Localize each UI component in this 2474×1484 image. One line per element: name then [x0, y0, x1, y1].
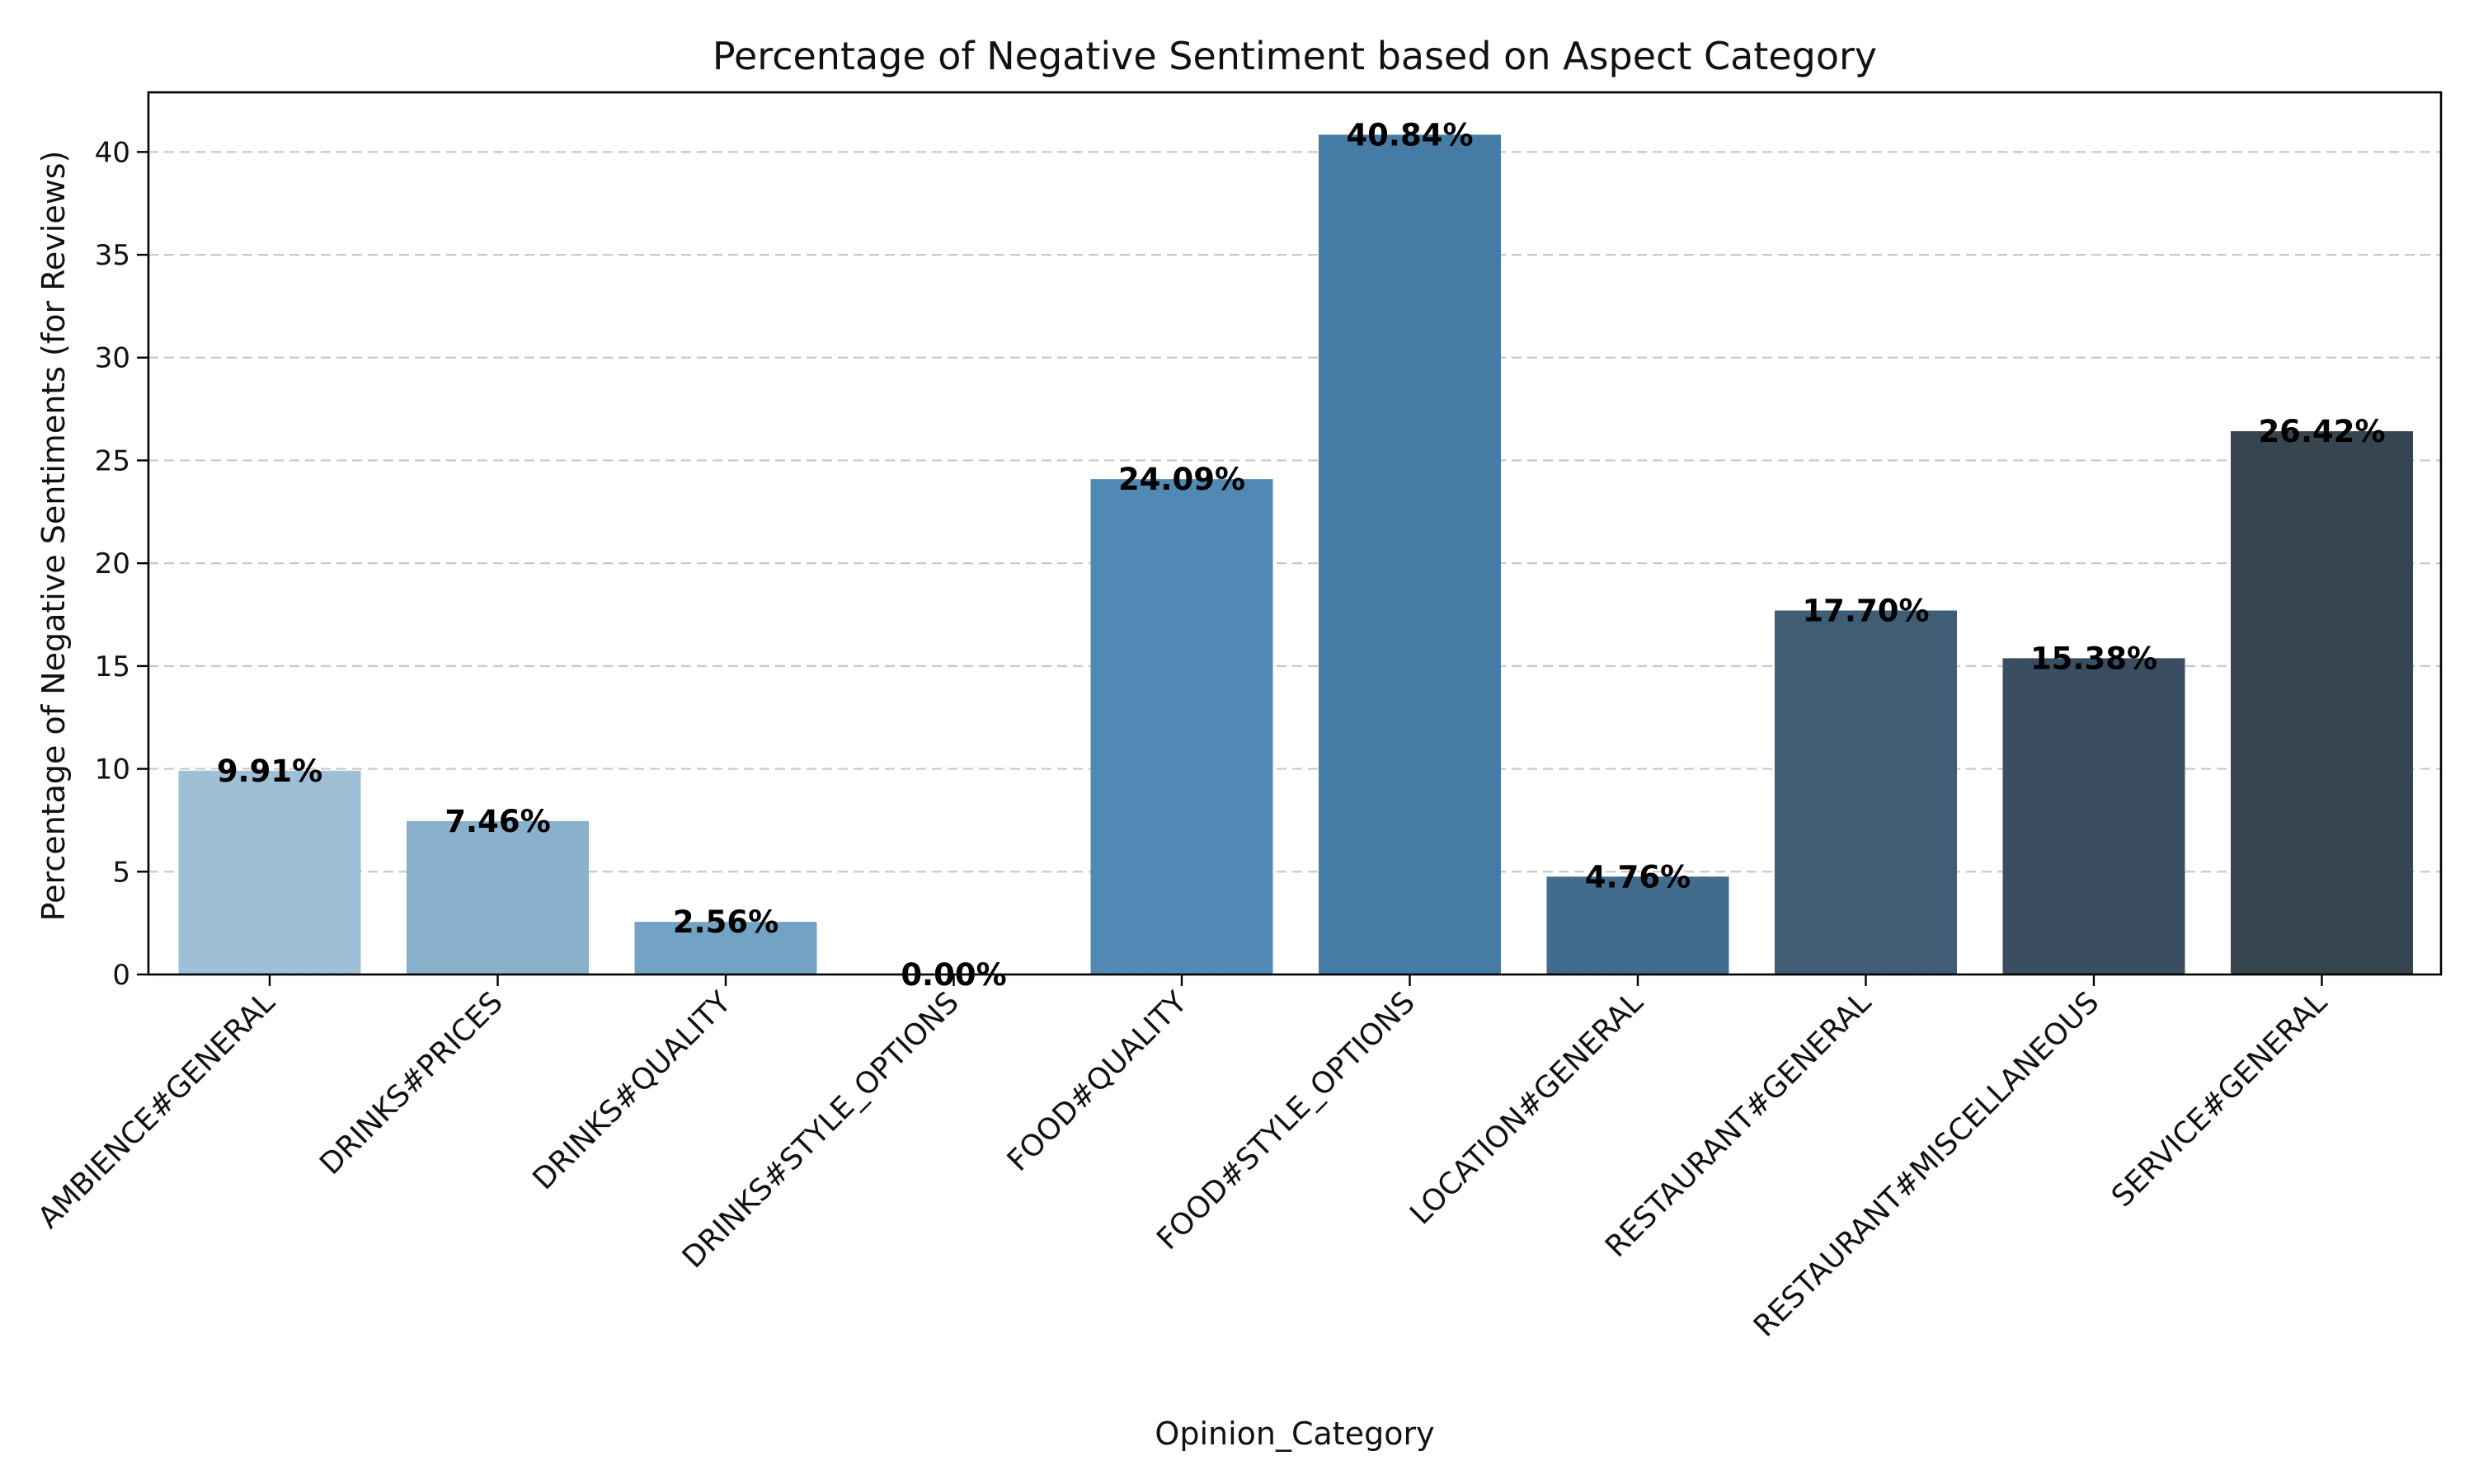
y-axis-ticks: 0 5 10 15 20 25 30 35 40: [95, 136, 148, 992]
data-label: 4.76%: [1585, 859, 1691, 895]
x-tick-label: LOCATION#GENERAL: [1404, 985, 1649, 1231]
bar: [407, 820, 589, 974]
data-label: 26.42%: [2258, 414, 2385, 449]
bar: [1546, 876, 1729, 974]
data-label: 2.56%: [673, 904, 778, 940]
y-tick-label: 30: [95, 342, 130, 375]
data-label: 9.91%: [217, 754, 322, 789]
y-tick-label: 0: [112, 959, 130, 992]
data-labels: 9.91%7.46%2.56%0.00%24.09%40.84%4.76%17.…: [217, 117, 2386, 993]
bar: [1319, 134, 1501, 975]
y-tick-label: 15: [95, 650, 130, 683]
data-label: 15.38%: [2030, 641, 2157, 676]
bar: [634, 922, 817, 974]
data-label: 7.46%: [444, 804, 550, 839]
bar: [1090, 479, 1273, 974]
data-label: 17.70%: [1802, 594, 1929, 629]
x-tick-label: DRINKS#STYLE_OPTIONS: [676, 985, 966, 1275]
x-tick-label: FOOD#STYLE_OPTIONS: [1150, 985, 1422, 1256]
y-tick-label: 20: [95, 547, 130, 580]
x-tick-label: DRINKS#QUALITY: [526, 985, 738, 1197]
x-axis-ticks: AMBIENCE#GENERAL DRINKS#PRICES DRINKS#QUAL…: [32, 974, 2334, 1344]
y-tick-label: 25: [95, 444, 130, 477]
chart-title: Percentage of Negative Sentiment based o…: [713, 34, 1877, 78]
y-tick-label: 5: [112, 856, 130, 889]
bars: [178, 134, 2413, 975]
data-label: 40.84%: [1346, 117, 1473, 153]
bar: [2231, 431, 2413, 974]
plot-frame: [147, 91, 2443, 976]
bar: [1775, 610, 1957, 974]
y-tick-label: 10: [95, 754, 130, 787]
x-tick-label: SERVICE#GENERAL: [2105, 985, 2334, 1214]
y-tick-label: 40: [95, 136, 130, 169]
x-tick-label: AMBIENCE#GENERAL: [32, 985, 282, 1235]
x-tick-label: RESTAURANT#GENERAL: [1599, 985, 1878, 1264]
y-axis-label: Percentage of Negative Sentiments (for R…: [35, 151, 72, 922]
x-axis-label: Opinion_Category: [1155, 1416, 1434, 1452]
x-tick-label: FOOD#QUALITY: [1001, 985, 1194, 1178]
data-label: 24.09%: [1118, 462, 1245, 497]
x-tick-label: DRINKS#PRICES: [313, 985, 510, 1181]
bar: [2002, 658, 2185, 974]
y-tick-label: 35: [95, 239, 130, 272]
bar: [178, 770, 361, 974]
